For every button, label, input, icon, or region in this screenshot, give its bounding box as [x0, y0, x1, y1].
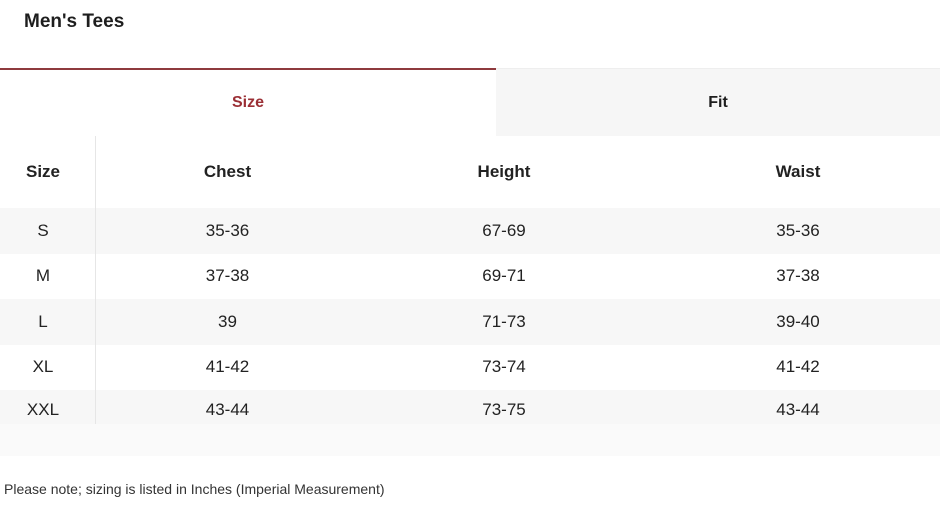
- page-title: Men's Tees: [24, 11, 125, 32]
- cell-waist: 37-38: [776, 266, 820, 286]
- header-waist: Waist: [775, 162, 821, 181]
- cell-size: XXL: [26, 400, 60, 419]
- tab-size[interactable]: Size: [0, 68, 496, 136]
- table-header-row: Size Chest Height Waist: [0, 136, 940, 208]
- size-table: Size Chest Height Waist S 35-36 67-69 35…: [0, 136, 940, 424]
- tab-fit[interactable]: Fit: [496, 68, 940, 136]
- cell-height: 67-69: [482, 220, 526, 240]
- cell-height: 69-71: [482, 266, 526, 286]
- cell-chest: 39: [218, 311, 237, 331]
- column-divider: [95, 136, 96, 424]
- header-size: Size: [25, 162, 61, 181]
- cell-height: 73-74: [482, 357, 526, 377]
- cell-chest: 37-38: [205, 266, 250, 286]
- cell-size: L: [38, 311, 48, 331]
- table-row: M 37-38 69-71 37-38: [0, 254, 940, 300]
- cell-height: 71-73: [482, 311, 526, 331]
- header-chest: Chest: [203, 162, 252, 181]
- cell-size: M: [35, 266, 51, 286]
- cell-chest: 43-44: [205, 400, 250, 419]
- table-row: XXL 43-44 73-75 43-44: [0, 390, 940, 424]
- cell-waist: 41-42: [776, 357, 820, 377]
- cell-height: 73-75: [482, 400, 526, 419]
- cell-size: S: [37, 220, 49, 240]
- table-row: L 39 71-73 39-40: [0, 299, 940, 345]
- tab-bar: Size Fit: [0, 68, 940, 136]
- horizontal-scroll-area[interactable]: [0, 424, 940, 456]
- cell-waist: 35-36: [776, 220, 820, 240]
- cell-chest: 41-42: [205, 357, 250, 377]
- table-row: XL 41-42 73-74 41-42: [0, 345, 940, 391]
- cell-size: XL: [32, 357, 54, 377]
- cell-chest: 35-36: [205, 220, 250, 240]
- table-row: S 35-36 67-69 35-36: [0, 208, 940, 254]
- cell-waist: 43-44: [776, 400, 820, 419]
- sizing-note: Please note; sizing is listed in Inches …: [4, 481, 385, 497]
- header-height: Height: [477, 162, 531, 181]
- cell-waist: 39-40: [776, 311, 820, 331]
